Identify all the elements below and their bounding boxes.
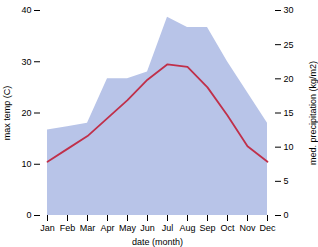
svg-text:Nov: Nov (239, 223, 256, 233)
svg-text:20: 20 (21, 108, 31, 118)
svg-text:Aug: Aug (179, 223, 195, 233)
svg-text:0: 0 (284, 210, 289, 220)
svg-text:Apr: Apr (100, 223, 114, 233)
svg-text:Jun: Jun (140, 223, 155, 233)
svg-text:May: May (119, 223, 137, 233)
svg-text:med. precipitation (kg/m2): med. precipitation (kg/m2) (308, 61, 318, 165)
svg-text:30: 30 (284, 5, 294, 15)
svg-text:Oct: Oct (220, 223, 235, 233)
svg-text:Jan: Jan (40, 223, 55, 233)
svg-text:Dec: Dec (259, 223, 276, 233)
svg-text:Feb: Feb (60, 223, 76, 233)
svg-text:0: 0 (26, 210, 31, 220)
svg-text:20: 20 (284, 74, 294, 84)
svg-text:15: 15 (284, 108, 294, 118)
svg-text:10: 10 (284, 142, 294, 152)
svg-text:30: 30 (21, 57, 31, 67)
svg-text:40: 40 (21, 5, 31, 15)
svg-text:25: 25 (284, 40, 294, 50)
svg-text:Sep: Sep (199, 223, 215, 233)
svg-text:Jul: Jul (162, 223, 174, 233)
svg-text:date (month): date (month) (132, 237, 183, 247)
svg-text:max temp (C): max temp (C) (2, 86, 12, 141)
svg-text:Mar: Mar (80, 223, 96, 233)
svg-text:10: 10 (21, 159, 31, 169)
svg-text:5: 5 (284, 176, 289, 186)
